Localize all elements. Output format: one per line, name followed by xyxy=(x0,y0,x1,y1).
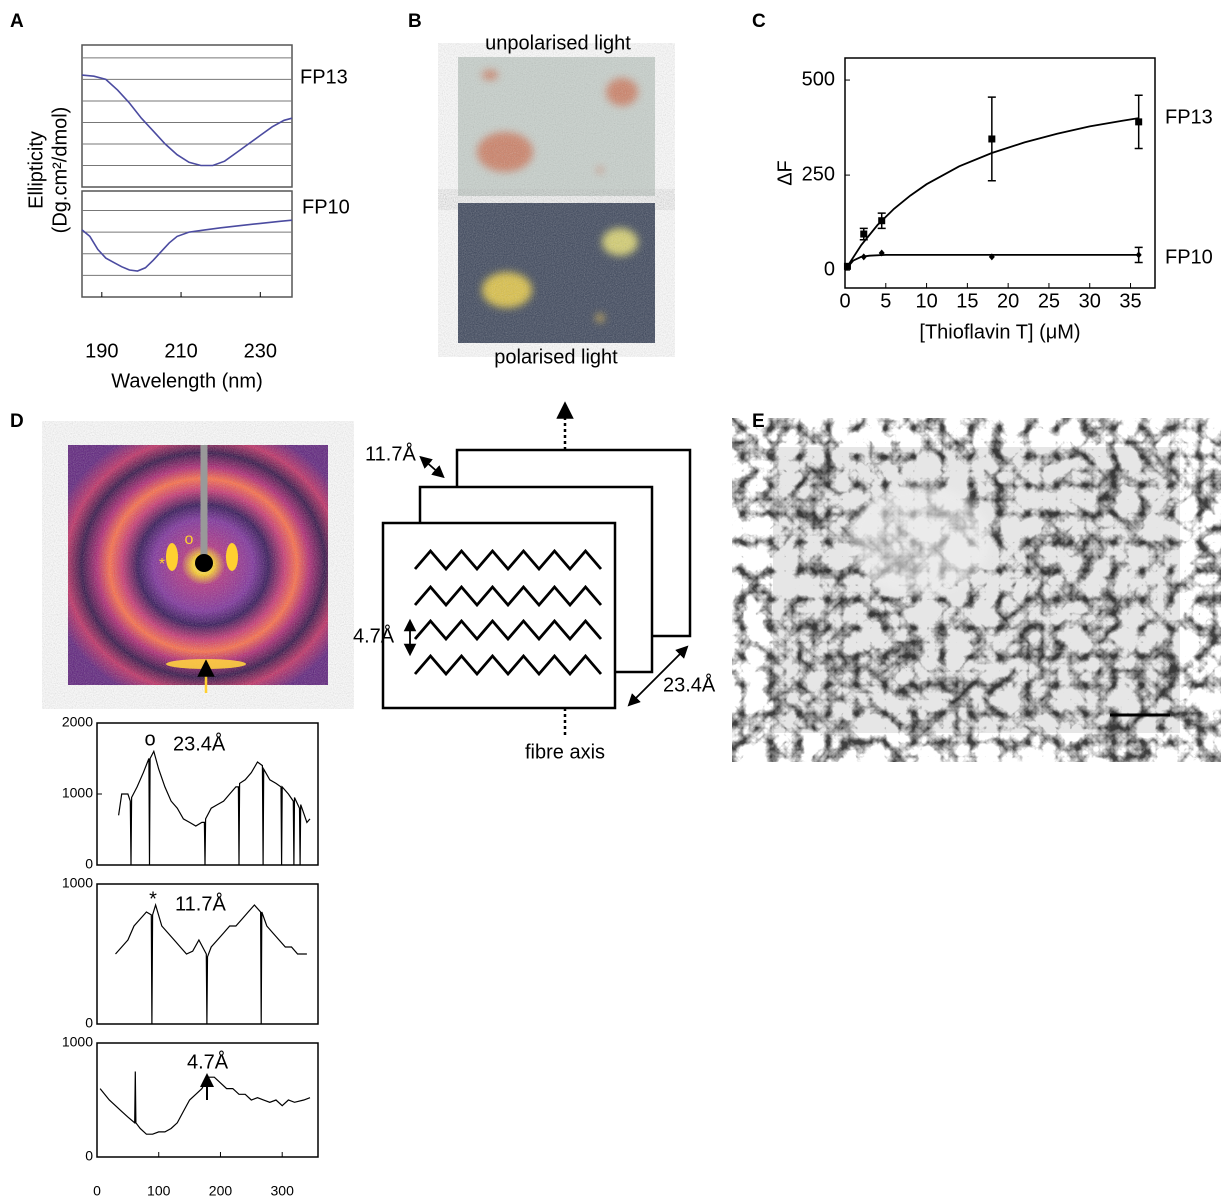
panel-label: B xyxy=(408,11,422,32)
y-tick-label: 2000 xyxy=(62,714,93,730)
beta-strand xyxy=(413,584,603,608)
data-point xyxy=(1135,118,1143,126)
data-point xyxy=(1135,251,1142,259)
y-axis-label: Ellipticity xyxy=(25,131,47,209)
y-tick-label: 1000 xyxy=(62,785,93,801)
y-tick-label: 0 xyxy=(85,856,93,872)
plot-frame xyxy=(81,190,293,298)
annotation: o xyxy=(144,728,155,750)
series-label: FP10 xyxy=(302,196,350,218)
image-mark: * xyxy=(159,556,165,573)
y-tick-label: 0 xyxy=(85,1148,93,1164)
panel-label: D xyxy=(10,411,24,432)
cross-beta-diagram xyxy=(381,401,692,738)
annotation: 11.7Å xyxy=(175,892,226,915)
data-line xyxy=(81,74,293,167)
diffraction-image xyxy=(68,445,328,693)
data-line xyxy=(115,902,307,1025)
x-tick-label: 0 xyxy=(93,1183,101,1199)
panel-label: A xyxy=(10,11,24,32)
annotation: 4.7Å xyxy=(187,1050,229,1073)
y-axis-label: (Dg.cm²/dmol) xyxy=(49,107,71,234)
data-line xyxy=(99,1071,311,1135)
beta-strand xyxy=(413,653,603,677)
x-tick-label: 35 xyxy=(1119,290,1141,312)
data-point xyxy=(878,217,886,225)
data-point xyxy=(844,263,851,271)
y-tick-label: 1000 xyxy=(62,1034,93,1050)
x-tick-label: 15 xyxy=(956,290,978,312)
series-label: FP10 xyxy=(1165,246,1213,268)
panel-label: E xyxy=(752,411,765,432)
x-tick-label: 5 xyxy=(880,290,891,312)
caption: polarised light xyxy=(494,346,618,368)
data-line xyxy=(81,219,293,272)
x-tick-label: 200 xyxy=(209,1183,233,1199)
y-tick-label: 500 xyxy=(802,68,835,90)
y-tick-label: 0 xyxy=(85,1015,93,1031)
diagram-label: 23.4Å xyxy=(663,673,716,696)
image-mark: o xyxy=(185,531,194,548)
plot-frame xyxy=(81,44,293,188)
y-tick-label: 250 xyxy=(802,163,835,185)
annotation: 23.4Å xyxy=(173,732,226,755)
fit-line xyxy=(844,254,1139,271)
panel-label: C xyxy=(752,11,766,32)
electron-micrograph xyxy=(773,447,1180,733)
x-tick-label: 100 xyxy=(147,1183,171,1199)
beta-strand xyxy=(413,548,603,572)
x-tick-label: 190 xyxy=(85,340,118,362)
x-tick-label: 10 xyxy=(915,290,937,312)
series-label: FP13 xyxy=(300,66,348,88)
data-line xyxy=(118,749,311,866)
data-point xyxy=(988,253,995,261)
fit-line xyxy=(844,117,1139,271)
x-tick-label: 300 xyxy=(271,1183,295,1199)
x-tick-label: 30 xyxy=(1079,290,1101,312)
data-point xyxy=(988,135,996,143)
beta-strand xyxy=(413,618,603,642)
y-axis-label: ΔF xyxy=(774,160,796,186)
plot-frame xyxy=(844,57,1156,289)
y-tick-label: 1000 xyxy=(62,875,93,891)
x-tick-label: 210 xyxy=(164,340,197,362)
birefringence-images xyxy=(458,57,655,343)
x-tick-label: 25 xyxy=(1038,290,1060,312)
plot-frame xyxy=(96,1042,319,1158)
y-tick-label: 0 xyxy=(824,258,835,280)
x-tick-label: 230 xyxy=(244,340,277,362)
diagram-label: 11.7Å xyxy=(365,442,416,465)
x-tick-label: 20 xyxy=(997,290,1019,312)
diagram-label: fibre axis xyxy=(525,741,605,763)
x-axis-label: [Thioflavin T] (μM) xyxy=(919,321,1080,343)
caption: unpolarised light xyxy=(485,32,631,54)
x-tick-label: 0 xyxy=(839,290,850,312)
data-point xyxy=(860,230,868,238)
series-label: FP13 xyxy=(1165,106,1213,128)
diagram-label: 4.7Å xyxy=(353,624,395,647)
x-axis-label: Wavelength (nm) xyxy=(111,370,263,392)
data-point xyxy=(878,249,885,257)
annotation: * xyxy=(149,888,157,910)
data-point xyxy=(860,253,867,261)
